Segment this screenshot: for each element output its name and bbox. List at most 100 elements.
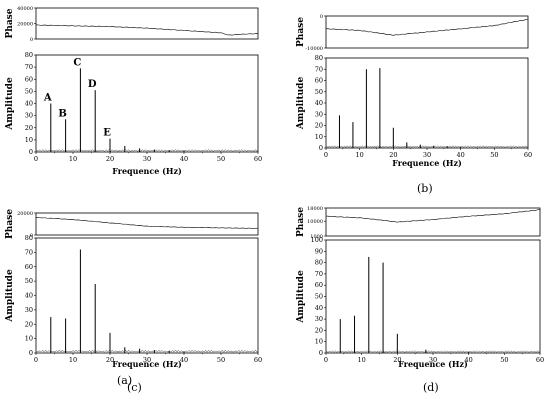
p1-xtick-label-4: 40 — [457, 151, 465, 159]
p1-phase-ylabel: Phase — [296, 17, 306, 47]
p3-xtick-label-4: 40 — [465, 356, 473, 364]
p2-xtick-label-3: 30 — [143, 356, 151, 364]
p3-amp-ytick-label-10: 100 — [311, 236, 323, 244]
p0-amplitude-frame — [35, 54, 259, 153]
p1-xtick-label-3: 30 — [423, 151, 431, 159]
p2-xtick-label-0: 0 — [34, 356, 38, 364]
p1-xtick-label-0: 0 — [324, 151, 328, 159]
p2-amp-ytick-label-0: 0 — [29, 349, 33, 357]
p3-amp-ytick-label-3: 30 — [315, 315, 323, 323]
p1-xtick-label-6: 60 — [524, 151, 532, 159]
p2-xtick-label-1: 10 — [69, 356, 77, 364]
p0-noise-floor — [35, 149, 259, 152]
p3-xtick-label-3: 30 — [429, 356, 437, 364]
p1-amp-ytick-label-4: 40 — [315, 99, 323, 107]
p2-amp-ytick-label-2: 20 — [25, 320, 33, 328]
p0-amp-ytick-label-2: 20 — [25, 124, 33, 132]
p0-peak-label-C: C — [73, 57, 81, 68]
p0-xtick-label-0: 0 — [34, 155, 38, 163]
p0-amp-ytick-label-1: 10 — [25, 136, 33, 144]
p3-amp-ytick-label-5: 50 — [315, 293, 323, 301]
p2-amp-ytick-label-1: 10 — [25, 335, 33, 343]
p0-amp-ytick-label-4: 40 — [25, 100, 33, 108]
p0-xtick-label-5: 50 — [217, 155, 225, 163]
p1-noise-floor — [325, 145, 529, 148]
panel-a-caption: (a) — [117, 374, 133, 387]
p2-amp-ytick-label-3: 30 — [25, 306, 33, 314]
p0-xtick-label-4: 40 — [180, 155, 188, 163]
p1-amp-ytick-label-5: 50 — [315, 88, 323, 96]
p1-xlabel: Frequence (Hz) — [392, 158, 462, 168]
p0-peak-label-D: D — [88, 79, 97, 90]
p3-phase-frame — [325, 207, 541, 237]
p0-xlabel: Frequence (Hz) — [112, 166, 182, 176]
p3-amp-ytick-label-6: 60 — [315, 281, 323, 289]
p1-phase-ytick-label-0: -10000 — [305, 46, 323, 52]
p3-amp-ytick-label-4: 40 — [315, 304, 323, 312]
p0-amp-ytick-label-0: 0 — [29, 148, 33, 156]
p3-amp-ytick-label-2: 20 — [315, 326, 323, 334]
p3-xtick-label-6: 60 — [536, 356, 544, 364]
p0-amp-ytick-label-8: 80 — [25, 51, 33, 59]
p3-xtick-label-5: 50 — [500, 356, 508, 364]
p3-amplitude-frame — [325, 239, 541, 354]
p2-xtick-label-6: 60 — [254, 356, 262, 364]
p1-amp-ytick-label-3: 30 — [315, 110, 323, 118]
p1-amp-ytick-label-1: 10 — [315, 133, 323, 141]
p3-amp-ytick-label-0: 0 — [319, 349, 323, 357]
p1-amp-ytick-label-0: 0 — [319, 144, 323, 152]
p0-peak-label-E: E — [103, 128, 111, 139]
p2-phase-ytick-label-1: 20000 — [17, 211, 33, 217]
p3-xtick-label-0: 0 — [324, 356, 328, 364]
p3-amp-ytick-label-7: 70 — [315, 270, 323, 278]
p1-phase-series-line — [325, 18, 529, 36]
p3-xtick-label-2: 20 — [393, 356, 401, 364]
p2-amp-ytick-label-5: 50 — [25, 277, 33, 285]
p0-phase-ytick-label-1: 20000 — [17, 22, 33, 28]
p3-amplitude-ylabel: Amplitude — [296, 270, 306, 324]
p2-amp-ytick-label-7: 70 — [25, 248, 33, 256]
p1-amp-ytick-label-8: 80 — [315, 54, 323, 62]
p3-xlabel: Frequence (Hz) — [398, 359, 468, 369]
panel-c-caption: (c) — [127, 381, 142, 394]
p3-phase-ytick-label-1: 10000 — [307, 219, 323, 225]
p1-amplitude-ylabel: Amplitude — [296, 77, 306, 131]
p0-amplitude-ylabel: Amplitude — [5, 77, 15, 131]
p0-phase-series-line — [35, 24, 259, 36]
p1-xtick-label-2: 20 — [389, 151, 397, 159]
p2-amplitude-ylabel: Amplitude — [5, 269, 15, 323]
p2-phase-series-line — [35, 216, 259, 229]
p2-amp-ytick-label-8: 80 — [25, 234, 33, 242]
p2-xtick-label-5: 50 — [217, 356, 225, 364]
p2-xlabel: Frequence (Hz) — [112, 359, 182, 369]
p2-noise-floor — [35, 349, 259, 353]
p0-peak-label-A: A — [43, 93, 52, 104]
panel-b-caption: (b) — [417, 182, 433, 195]
p1-xtick-label-1: 10 — [356, 151, 364, 159]
p1-phase-frame — [325, 15, 529, 49]
p0-phase-ytick-label-2: 40000 — [17, 6, 33, 12]
p3-phase-series-line — [325, 209, 540, 223]
p0-xtick-label-1: 10 — [69, 155, 77, 163]
p1-amp-ytick-label-7: 70 — [315, 65, 323, 73]
p0-peak-label-B: B — [58, 108, 66, 119]
p0-amp-ytick-label-3: 30 — [25, 112, 33, 120]
p3-xtick-label-1: 10 — [358, 356, 366, 364]
p2-xtick-label-2: 20 — [106, 356, 114, 364]
p2-amplitude-frame — [35, 237, 259, 354]
p2-phase-ytick-label-0: 0 — [30, 233, 33, 239]
p2-amp-ytick-label-4: 40 — [25, 292, 33, 300]
panel-d-caption: (d) — [423, 381, 439, 394]
p2-phase-frame — [35, 212, 259, 236]
p1-amp-ytick-label-2: 20 — [315, 122, 323, 130]
p3-noise-floor — [325, 350, 541, 353]
p2-amp-ytick-label-6: 60 — [25, 263, 33, 271]
p1-amp-ytick-label-6: 60 — [315, 77, 323, 85]
p1-phase-ytick-label-1: 0 — [320, 14, 323, 20]
p0-phase-ytick-label-0: 0 — [30, 37, 33, 43]
p3-phase-ylabel: Phase — [296, 207, 306, 237]
p0-amp-ytick-label-7: 70 — [25, 63, 33, 71]
p0-xtick-label-3: 30 — [143, 155, 151, 163]
p0-amp-ytick-label-6: 60 — [25, 75, 33, 83]
